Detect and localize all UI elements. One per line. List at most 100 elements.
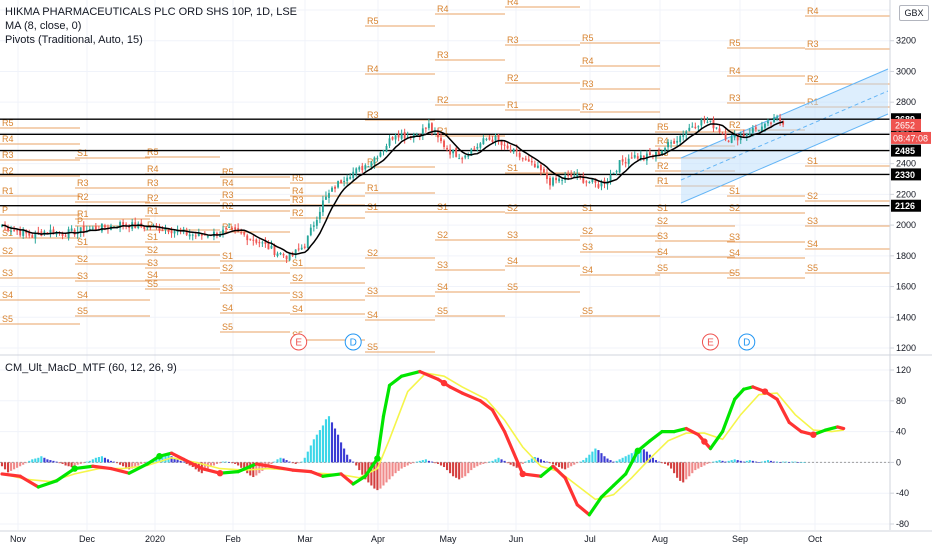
macd-tick-label: 0 (896, 457, 901, 467)
pivot-segment: R4 R3 R2 R1 S1 S2 S3 S4 S5 (505, 0, 580, 293)
histogram-bar (94, 457, 97, 463)
histogram-bar (412, 462, 415, 464)
histogram-bar (318, 430, 321, 463)
histogram-bar (618, 459, 621, 463)
candle (340, 179, 343, 184)
candle-body (161, 230, 164, 232)
macd-line-segment (787, 420, 803, 434)
candle (306, 235, 309, 249)
candle-body (297, 248, 300, 250)
histogram-bar (106, 459, 110, 463)
pivot-tag: R5 (147, 147, 159, 157)
crossover-dot (216, 469, 224, 477)
histogram-bar (243, 462, 246, 471)
candle (10, 225, 13, 235)
currency-badge[interactable]: GBX (899, 5, 929, 21)
histogram-bar (131, 462, 134, 469)
candle-body (621, 159, 624, 162)
candle (70, 225, 73, 232)
candle-body (397, 134, 400, 138)
candle-body (197, 233, 200, 237)
histogram-bar (103, 457, 106, 463)
ma-indicator-label[interactable]: MA (8, close, 0) (5, 20, 82, 32)
candle-body (13, 229, 16, 231)
candle (742, 129, 745, 138)
histogram-bar (312, 439, 315, 463)
candle-body (325, 196, 327, 200)
candle-body (449, 149, 452, 155)
earnings-marker[interactable]: E (290, 333, 308, 351)
histogram-bar (158, 457, 161, 463)
pivot-tag: R4 (507, 0, 519, 7)
histogram-bar (676, 462, 679, 478)
pivot-tag: S4 (77, 290, 88, 300)
candle-body (458, 158, 461, 160)
pivot-tag: S3 (807, 216, 818, 226)
pivot-tag: R4 (437, 4, 449, 14)
candle-body (270, 245, 273, 249)
candle-body (549, 177, 551, 186)
candle (709, 120, 712, 123)
macd-indicator-label[interactable]: CM_Ult_MacD_MTF (60, 12, 26, 9) (5, 362, 177, 374)
macd-line-segment (381, 383, 392, 418)
candle (570, 170, 573, 178)
candle (482, 134, 485, 145)
candle-body (276, 253, 279, 257)
regression-channel-upper (680, 68, 889, 159)
dividend-marker[interactable]: D (344, 333, 362, 351)
candle (264, 237, 267, 248)
candle-body (61, 232, 64, 237)
candle-body (49, 229, 52, 233)
earnings-marker[interactable]: E (701, 333, 719, 351)
candle (303, 243, 306, 250)
pivots-indicator-label[interactable]: Pivots (Traditional, Auto, 15) (5, 34, 143, 46)
dividend-marker[interactable]: D (738, 333, 756, 351)
candle-body (524, 158, 527, 160)
macd-line-segment (624, 449, 640, 476)
price-tick-label: 1400 (896, 312, 916, 322)
candle-body (633, 155, 636, 158)
histogram-bar (176, 459, 179, 463)
symbol-title[interactable]: HIKMA PHARMACEUTICALS PLC ORD SHS 10P, 1… (5, 6, 297, 18)
crossover-dot (634, 447, 641, 455)
histogram-bar (112, 461, 116, 463)
pivot-tag: S2 (147, 245, 158, 255)
pivot-tag: R5 (657, 122, 669, 132)
current-price-badge: 2652 08:47:08 (891, 118, 931, 144)
histogram-bar (709, 462, 712, 464)
candle (585, 180, 588, 187)
histogram-bar (594, 448, 597, 463)
time-tick-label: Sep (732, 534, 748, 544)
candle (415, 132, 418, 136)
histogram-bar (340, 442, 343, 463)
histogram-bar (567, 462, 570, 468)
time-tick-label: Jul (584, 534, 596, 544)
candle (334, 185, 336, 193)
pivot-tag: R2 (807, 74, 819, 84)
histogram-bar (228, 462, 231, 463)
candle-body (355, 168, 358, 174)
pivot-tag: R2 (582, 102, 594, 112)
candle-body (473, 148, 476, 150)
histogram-bar (600, 453, 603, 463)
pivot-tag: S2 (729, 203, 740, 213)
histogram-bar (651, 457, 654, 463)
histogram-bar (385, 462, 388, 483)
level-badge-text: 2485 (895, 146, 915, 156)
candle-body (258, 242, 261, 244)
level-badge-text: 2126 (895, 201, 915, 211)
macd-line-segment (611, 472, 628, 488)
candle (446, 145, 448, 152)
candle (773, 113, 775, 123)
candle-body (288, 253, 291, 261)
candle (676, 135, 679, 147)
histogram-bar (769, 460, 773, 463)
candle-body (346, 177, 349, 182)
candle-body (627, 158, 630, 165)
macd-line-segment (478, 399, 495, 412)
histogram-bar (240, 462, 243, 468)
pivot-tag: S1 (367, 202, 378, 212)
macd-line-segment (733, 387, 746, 401)
pivot-tag: S5 (507, 282, 518, 292)
